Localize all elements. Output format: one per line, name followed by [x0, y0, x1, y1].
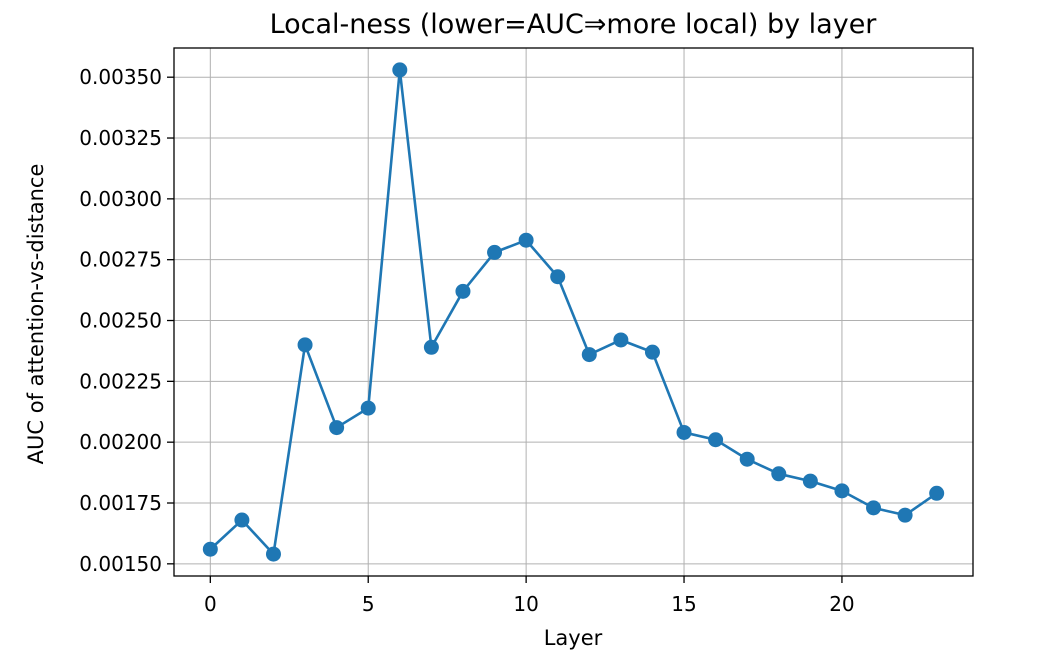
x-tick-label: 10 [513, 592, 538, 616]
y-tick-label: 0.00250 [79, 309, 162, 333]
data-point [392, 62, 408, 78]
y-tick-label: 0.00325 [79, 126, 162, 150]
y-tick-label: 0.00300 [79, 187, 162, 211]
y-tick-label: 0.00275 [79, 248, 162, 272]
data-point [518, 232, 534, 248]
data-point [423, 339, 439, 355]
data-point [866, 500, 882, 516]
y-axis-label: AUC of attention-vs-distance [24, 164, 48, 465]
y-tick-label: 0.00175 [79, 491, 162, 515]
data-point [929, 485, 945, 501]
data-point [644, 344, 660, 360]
data-point [550, 269, 566, 285]
x-tick-label: 15 [671, 592, 696, 616]
data-point [360, 400, 376, 416]
data-point [676, 424, 692, 440]
grid [174, 48, 973, 576]
y-tick-label: 0.00200 [79, 430, 162, 454]
y-tick-label: 0.00350 [79, 65, 162, 89]
data-point [897, 507, 913, 523]
data-point [581, 347, 597, 363]
x-axis-label: Layer [544, 626, 603, 650]
x-axis: 0 5 10 15 20 [204, 576, 855, 616]
data-point [771, 466, 787, 482]
data-point [455, 283, 471, 299]
data-point [234, 512, 250, 528]
y-axis: 0.00150 0.00175 0.00200 0.00225 0.00250 0.002… [79, 65, 174, 576]
chart-title: Local-ness (lower=AUC⇒more local) by lay… [270, 9, 878, 40]
data-point [834, 483, 850, 499]
data-point [297, 337, 313, 353]
y-tick-label: 0.00150 [79, 552, 162, 576]
data-point [708, 432, 724, 448]
x-tick-label: 20 [829, 592, 854, 616]
x-tick-label: 5 [362, 592, 375, 616]
data-point [329, 420, 345, 436]
x-tick-label: 0 [204, 592, 217, 616]
data-point [202, 541, 218, 557]
series [202, 62, 945, 562]
data-point [487, 244, 503, 260]
plot-frame [173, 47, 974, 577]
data-point [802, 473, 818, 489]
y-tick-label: 0.00225 [79, 369, 162, 393]
data-point [739, 451, 755, 467]
data-point [613, 332, 629, 348]
data-point [265, 546, 281, 562]
